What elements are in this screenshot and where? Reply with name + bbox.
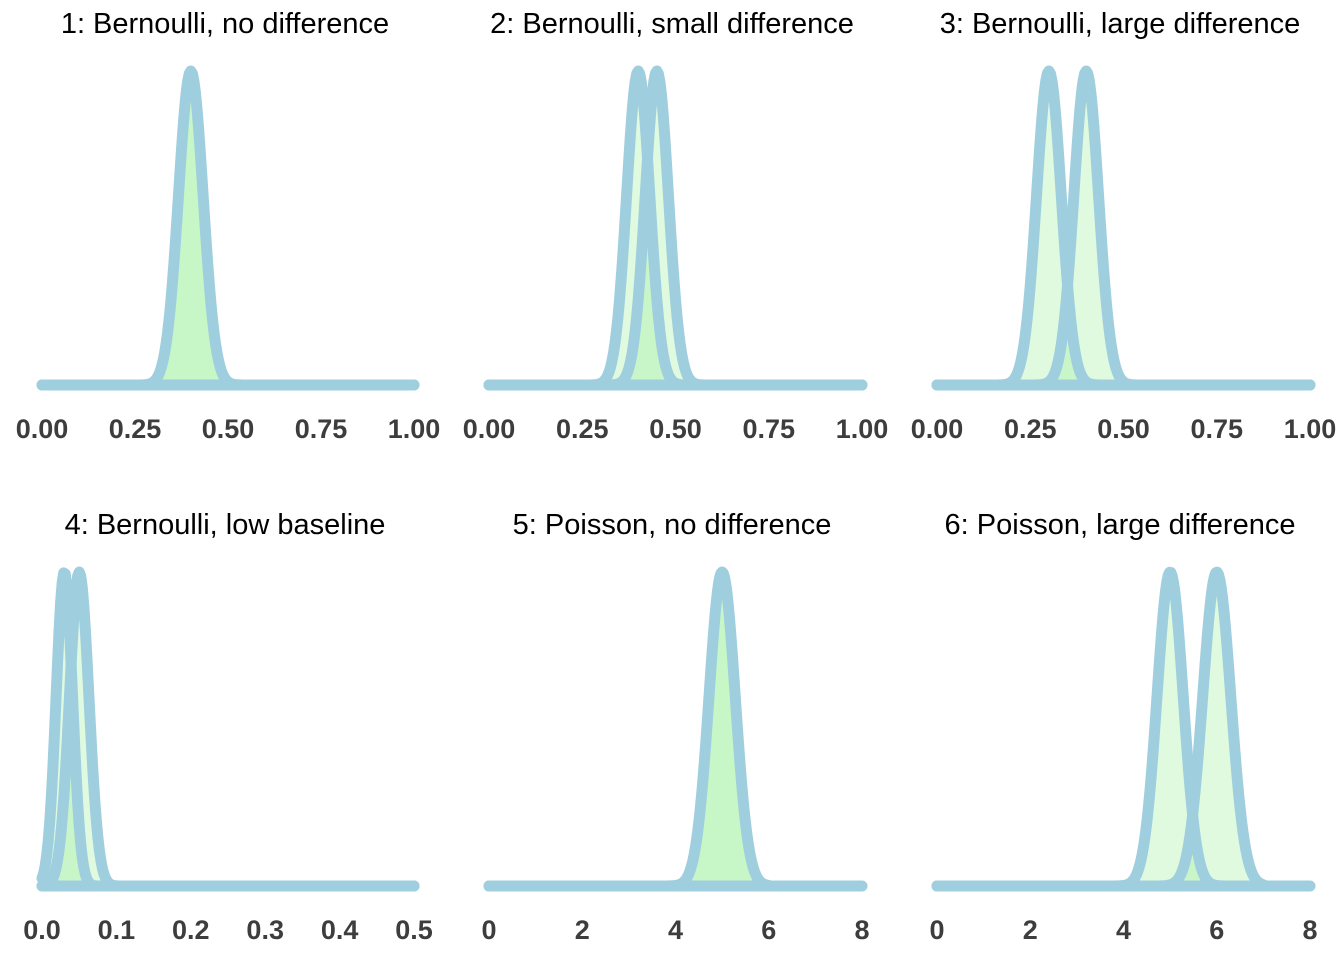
density-outline-2 <box>483 65 868 391</box>
x-tick-label: 8 <box>1302 915 1317 945</box>
x-tick-label: 0.5 <box>395 915 433 945</box>
x-tick-label: 0.4 <box>321 915 359 945</box>
x-tick-label: 0.00 <box>463 414 516 444</box>
panel-2: 2: Bernoulli, small difference 0.00 0.25 0… <box>463 8 889 444</box>
x-tick-label: 6 <box>1209 915 1224 945</box>
density-fill-2 <box>937 71 1310 385</box>
x-tick-label: 1.00 <box>1284 414 1337 444</box>
density-fill-2 <box>937 572 1264 886</box>
density-outline-2 <box>36 566 420 892</box>
x-tick-label: 0 <box>929 915 944 945</box>
panel-title: 6: Poisson, large difference <box>945 509 1296 541</box>
x-tick-label: 2 <box>1023 915 1038 945</box>
density-outline-1 <box>931 65 1316 391</box>
density-outline-1 <box>36 65 420 391</box>
x-tick-label: 0.2 <box>172 915 210 945</box>
panel-title: 4: Bernoulli, low baseline <box>65 509 386 541</box>
x-tick-label: 4 <box>668 915 683 945</box>
x-tick-label: 0.50 <box>1097 414 1150 444</box>
x-tick-label: 2 <box>575 915 590 945</box>
panel-3: 3: Bernoulli, large difference 0.00 0.25 0… <box>911 8 1337 444</box>
x-tick-label: 0.25 <box>556 414 609 444</box>
panel-4: 4: Bernoulli, low baseline 0.0 0.1 0.2 0.3 0… <box>23 509 433 945</box>
x-tick-label: 0 <box>481 915 496 945</box>
density-fill-1 <box>937 71 1310 385</box>
x-tick-label: 0.75 <box>1190 414 1243 444</box>
x-tick-label: 0.1 <box>98 915 136 945</box>
x-tick-label: 8 <box>854 915 869 945</box>
panel-title: 3: Bernoulli, large difference <box>940 8 1301 40</box>
panel-title: 1: Bernoulli, no difference <box>61 8 389 40</box>
x-tick-label: 4 <box>1116 915 1131 945</box>
x-tick-label: 1.00 <box>388 414 441 444</box>
panel-title: 2: Bernoulli, small difference <box>490 8 854 40</box>
density-fill-1 <box>42 71 414 385</box>
x-tick-label: 0.25 <box>1004 414 1057 444</box>
x-tick-label: 1.00 <box>836 414 889 444</box>
density-fill-1 <box>937 572 1264 886</box>
x-tick-label: 0.75 <box>295 414 348 444</box>
panel-1: 1: Bernoulli, no difference 0.00 0.25 0.50… <box>16 8 441 444</box>
x-tick-label: 0.00 <box>16 414 69 444</box>
x-tick-label: 0.25 <box>109 414 162 444</box>
panel-5: 5: Poisson, no difference 0 2 4 6 8 <box>481 509 869 945</box>
x-tick-label: 0.3 <box>246 915 284 945</box>
x-tick-label: 0.50 <box>649 414 702 444</box>
x-tick-label: 0.00 <box>911 414 964 444</box>
panel-6: 6: Poisson, large difference 0 2 4 6 8 <box>929 509 1317 945</box>
density-outline-2 <box>931 65 1316 391</box>
density-fill-1 <box>489 572 769 886</box>
panel-title: 5: Poisson, no difference <box>513 509 832 541</box>
x-tick-label: 0.75 <box>742 414 795 444</box>
x-tick-label: 0.0 <box>23 915 61 945</box>
x-tick-label: 0.50 <box>202 414 255 444</box>
x-tick-label: 6 <box>761 915 776 945</box>
